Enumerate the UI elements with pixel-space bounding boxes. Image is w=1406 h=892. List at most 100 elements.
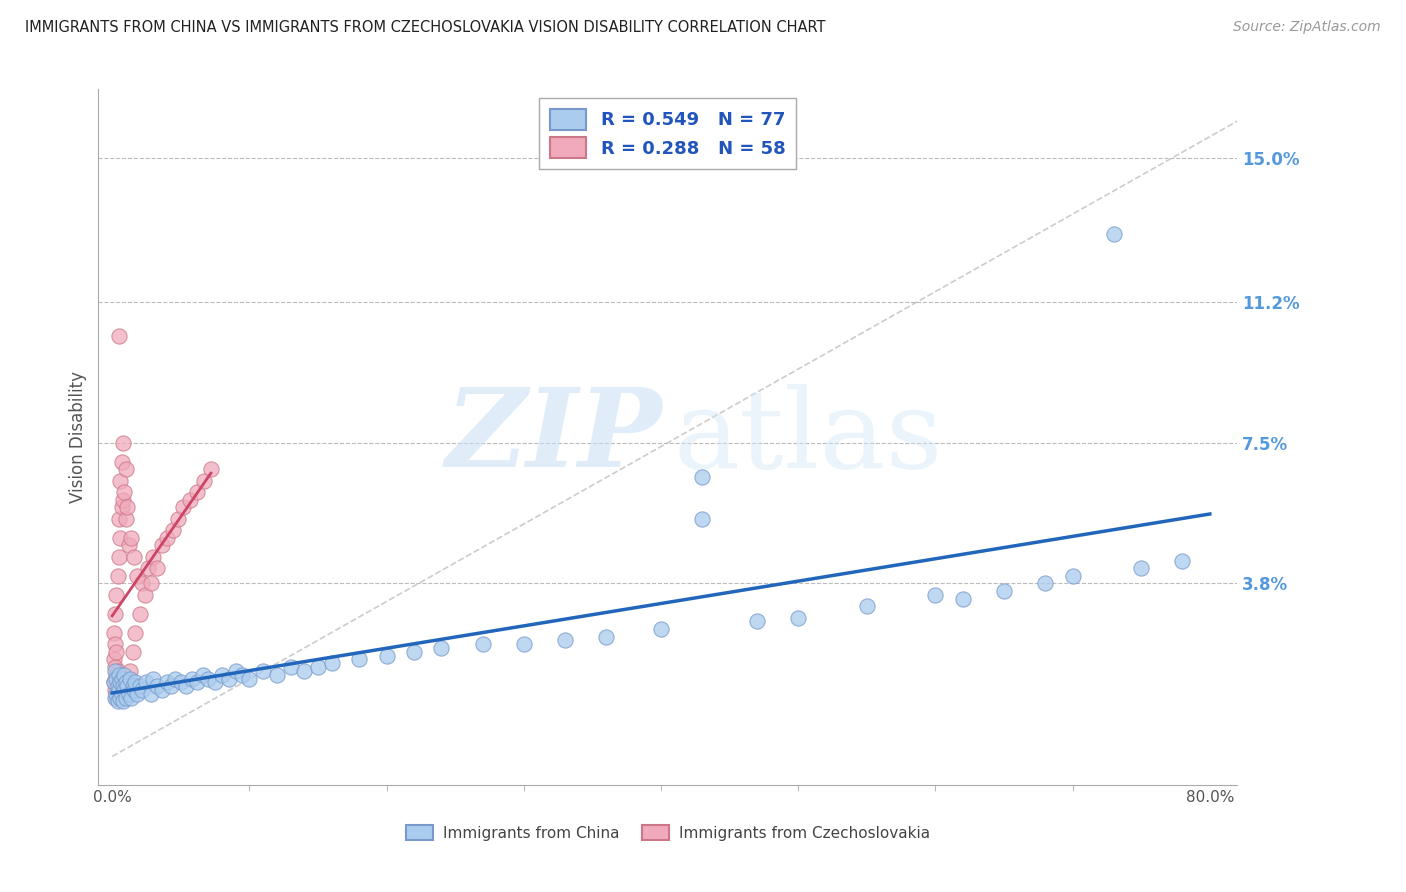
Point <box>111 687 134 701</box>
Point <box>115 672 138 686</box>
Point <box>120 531 142 545</box>
Point <box>375 648 398 663</box>
Point <box>108 512 131 526</box>
Point <box>110 675 132 690</box>
Point <box>924 588 946 602</box>
Point <box>139 576 162 591</box>
Point <box>121 679 143 693</box>
Point <box>105 687 128 701</box>
Point <box>165 672 187 686</box>
Point <box>107 687 129 701</box>
Point <box>135 675 157 690</box>
Point <box>238 672 260 686</box>
Point <box>162 523 184 537</box>
Text: atlas: atlas <box>673 384 943 491</box>
Point <box>402 645 425 659</box>
Point <box>117 675 139 690</box>
Point <box>103 626 125 640</box>
Point <box>105 645 128 659</box>
Point <box>160 679 183 693</box>
Point <box>115 500 138 515</box>
Point <box>117 687 139 701</box>
Point <box>513 637 536 651</box>
Text: Source: ZipAtlas.com: Source: ZipAtlas.com <box>1233 20 1381 34</box>
Point <box>321 657 343 671</box>
Point <box>142 549 165 564</box>
Point <box>146 679 169 693</box>
Point <box>191 667 214 681</box>
Point <box>103 675 125 690</box>
Point <box>115 675 138 690</box>
Point <box>122 549 145 564</box>
Point <box>104 664 127 678</box>
Point <box>150 538 173 552</box>
Point <box>112 694 135 708</box>
Point <box>131 682 153 697</box>
Point <box>108 682 131 697</box>
Point <box>114 682 136 697</box>
Point <box>110 682 132 697</box>
Point <box>1062 569 1084 583</box>
Point <box>156 675 179 690</box>
Point <box>252 664 274 678</box>
Point <box>115 679 138 693</box>
Point <box>124 626 146 640</box>
Legend: Immigrants from China, Immigrants from Czechoslovakia: Immigrants from China, Immigrants from C… <box>399 819 936 847</box>
Point <box>118 664 141 678</box>
Point <box>128 679 150 693</box>
Point <box>231 667 253 681</box>
Point <box>114 667 136 681</box>
Point <box>104 637 127 651</box>
Point <box>430 641 453 656</box>
Point <box>118 672 141 686</box>
Text: ZIP: ZIP <box>446 384 662 491</box>
Point <box>595 630 617 644</box>
Point <box>114 679 136 693</box>
Point <box>112 435 135 450</box>
Point <box>125 687 148 701</box>
Point <box>107 694 129 708</box>
Point <box>105 672 128 686</box>
Point <box>211 667 233 681</box>
Point <box>690 512 713 526</box>
Point <box>125 569 148 583</box>
Point <box>117 538 139 552</box>
Point <box>120 690 142 705</box>
Point <box>179 492 201 507</box>
Point <box>690 470 713 484</box>
Point <box>993 584 1015 599</box>
Point <box>197 672 219 686</box>
Point <box>218 672 240 686</box>
Point <box>111 690 134 705</box>
Point <box>108 667 131 681</box>
Point <box>108 329 131 343</box>
Point <box>107 679 129 693</box>
Point <box>111 455 134 469</box>
Point <box>111 500 134 515</box>
Point <box>787 610 810 624</box>
Point <box>112 492 135 507</box>
Point <box>128 607 150 621</box>
Point <box>110 474 132 488</box>
Point <box>110 531 132 545</box>
Point <box>292 664 315 678</box>
Point <box>121 645 143 659</box>
Point <box>115 462 138 476</box>
Point <box>104 660 127 674</box>
Point <box>280 660 302 674</box>
Point <box>186 675 208 690</box>
Point <box>115 690 138 705</box>
Point <box>103 675 125 690</box>
Point <box>174 679 197 693</box>
Point <box>150 682 173 697</box>
Point <box>225 664 247 678</box>
Point <box>952 591 974 606</box>
Point <box>110 690 132 705</box>
Point <box>200 462 222 476</box>
Point <box>115 687 138 701</box>
Point <box>146 561 169 575</box>
Point <box>107 664 129 678</box>
Point <box>1130 561 1153 575</box>
Point <box>347 652 370 666</box>
Point <box>136 561 159 575</box>
